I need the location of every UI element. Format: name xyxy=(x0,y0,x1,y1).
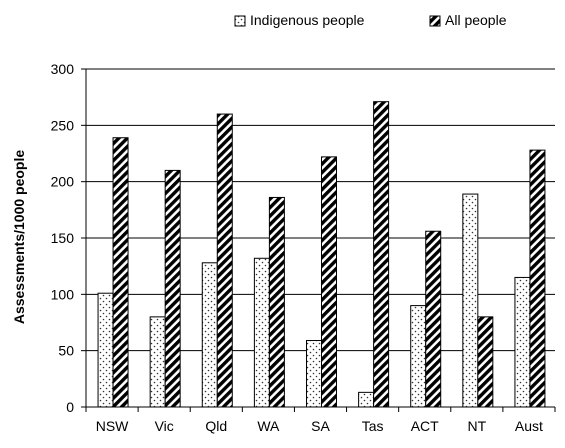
legend-label-all: All people xyxy=(445,12,507,28)
bar-all-people xyxy=(425,230,442,408)
bar-indigenous xyxy=(306,340,322,408)
bar-indigenous xyxy=(149,316,166,408)
gridlines xyxy=(86,68,555,352)
y-tick-label: 300 xyxy=(51,61,75,77)
bar-indigenous xyxy=(410,305,427,408)
x-tick-label: SA xyxy=(311,418,330,434)
bar-all-people xyxy=(321,156,337,408)
legend: Indigenous people All people xyxy=(234,12,507,28)
x-tick-label: NT xyxy=(467,418,486,434)
x-tick-label: WA xyxy=(257,418,280,434)
y-tick-label: 250 xyxy=(51,117,75,133)
x-tick-label: Qld xyxy=(205,418,227,434)
bar-all-people xyxy=(112,137,129,408)
bar-all-people xyxy=(373,101,390,408)
axes xyxy=(81,68,556,412)
bars xyxy=(97,101,546,408)
bar-all-people xyxy=(164,169,181,408)
bar-all-people xyxy=(529,149,546,408)
bar-all-people xyxy=(268,196,285,408)
x-tick-label: Tas xyxy=(362,418,384,434)
x-tick-label: Aust xyxy=(515,418,543,434)
bar-indigenous xyxy=(358,391,375,408)
legend-swatch-all xyxy=(429,15,441,27)
x-tick-labels: NSW Vic Qld WA SA Tas ACT NT Aust xyxy=(96,418,543,434)
bar-all-people xyxy=(477,316,494,408)
legend-label-indigenous: Indigenous people xyxy=(250,12,365,28)
x-tick-label: ACT xyxy=(411,418,439,434)
bar-indigenous xyxy=(97,292,114,408)
bar-all-people xyxy=(216,113,233,408)
bar-indigenous xyxy=(253,257,270,408)
legend-swatch-indigenous xyxy=(234,15,246,27)
bar-indigenous xyxy=(462,193,479,408)
y-tick-label: 0 xyxy=(66,399,74,415)
y-tick-label: 100 xyxy=(51,286,75,302)
y-tick-label: 200 xyxy=(51,174,75,190)
bar-indigenous xyxy=(201,262,218,408)
y-axis-label: Assessments/1000 people xyxy=(11,150,27,325)
x-tick-label: Vic xyxy=(155,418,174,434)
bar-indigenous xyxy=(514,276,531,408)
y-tick-labels: 0 50 100 150 200 250 300 xyxy=(51,61,75,415)
y-tick-label: 50 xyxy=(58,343,74,359)
x-tick-label: NSW xyxy=(96,418,129,434)
y-tick-label: 150 xyxy=(51,230,75,246)
